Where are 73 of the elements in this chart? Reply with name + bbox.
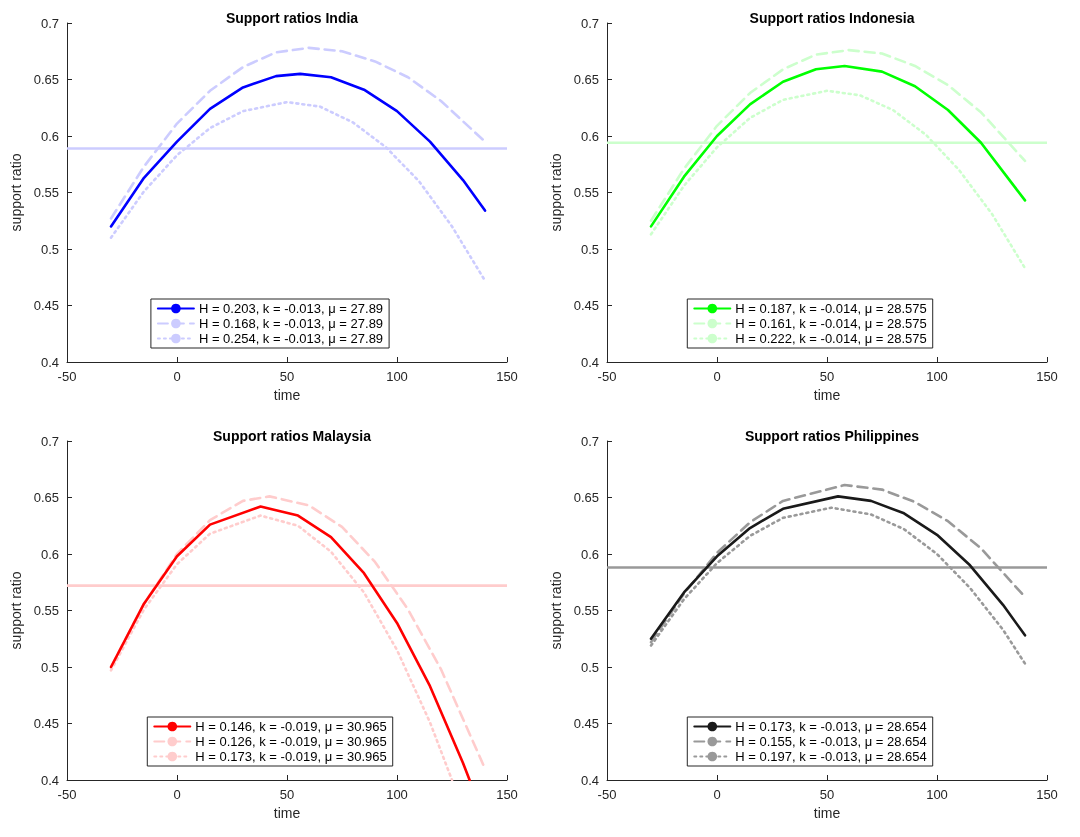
x-tick-label: -50 — [597, 369, 617, 384]
y-tick-label: 0.5 — [580, 241, 599, 257]
y-tick-label: 0.5 — [580, 659, 599, 675]
y-tick-label: 0.5 — [40, 241, 59, 257]
y-tick-label: 0.6 — [40, 546, 59, 562]
y-tick-label: 0.7 — [40, 433, 59, 449]
y-tick-label: 0.55 — [573, 185, 599, 200]
x-tick-label: 50 — [279, 369, 295, 384]
y-tick-label: 0.6 — [580, 128, 599, 144]
y-tick-label: 0.65 — [573, 490, 599, 505]
y-tick-label: 0.7 — [580, 433, 599, 449]
y-tick-label: 0.45 — [573, 298, 599, 313]
y-tick-label: 0.55 — [33, 603, 59, 618]
legend-label: H = 0.161, k = -0.014, μ = 28.575 — [735, 316, 927, 331]
y-tick-label: 0.4 — [580, 354, 599, 370]
x-tick-label: 0 — [713, 787, 721, 802]
x-tick-label: 50 — [819, 369, 835, 384]
legend-label: H = 0.197, k = -0.013, μ = 28.654 — [735, 749, 927, 764]
x-tick-label: 0 — [173, 369, 181, 384]
y-tick-label: 0.7 — [580, 15, 599, 31]
y-tick-label: 0.65 — [33, 72, 59, 87]
x-axis-title: time — [273, 804, 301, 821]
y-tick-label: 0.4 — [40, 354, 59, 370]
legend-label: H = 0.203, k = -0.013, μ = 27.89 — [198, 301, 384, 316]
x-tick-label: 0 — [173, 787, 181, 802]
legend-label: H = 0.155, k = -0.013, μ = 28.654 — [735, 734, 927, 749]
x-tick-label: 150 — [1036, 369, 1058, 384]
legend-label: H = 0.254, k = -0.013, μ = 27.89 — [198, 331, 384, 346]
y-tick-label: 0.6 — [40, 128, 59, 144]
y-tick-label: 0.45 — [33, 716, 59, 731]
y-axis-title: support ratio — [547, 153, 564, 232]
x-tick-label: 100 — [386, 787, 408, 802]
x-tick-label: 150 — [1036, 787, 1058, 802]
x-axis-title: time — [813, 804, 841, 821]
y-axis-title: support ratio — [547, 571, 564, 650]
x-tick-label: 0 — [713, 369, 721, 384]
x-axis-title: time — [273, 386, 301, 403]
y-tick-label: 0.55 — [573, 603, 599, 618]
x-tick-label: -50 — [57, 787, 77, 802]
x-axis-title: time — [813, 386, 841, 403]
chart-title: Support ratios Indonesia — [749, 10, 915, 26]
legend-label: H = 0.126, k = -0.019, μ = 30.965 — [195, 734, 387, 749]
y-tick-label: 0.65 — [573, 72, 599, 87]
x-tick-label: 50 — [279, 787, 295, 802]
legend-label: H = 0.173, k = -0.019, μ = 30.965 — [195, 749, 387, 764]
y-tick-label: 0.45 — [33, 298, 59, 313]
chart-title: Support ratios Malaysia — [213, 428, 372, 444]
x-tick-label: -50 — [597, 787, 617, 802]
chart-title: Support ratios India — [225, 10, 359, 26]
x-tick-label: 50 — [819, 787, 835, 802]
x-tick-label: 150 — [496, 369, 518, 384]
y-tick-label: 0.4 — [580, 772, 599, 788]
line-series — [109, 72, 487, 228]
y-tick-label: 0.55 — [33, 185, 59, 200]
chart-title: Support ratios Philippines — [744, 428, 920, 444]
y-axis-title: support ratio — [7, 153, 24, 232]
x-tick-label: 150 — [496, 787, 518, 802]
y-axis-title: support ratio — [7, 571, 24, 650]
x-tick-label: 100 — [926, 369, 948, 384]
y-tick-label: 0.7 — [40, 15, 59, 31]
legend-label: H = 0.222, k = -0.014, μ = 28.575 — [735, 331, 927, 346]
legend-label: H = 0.173, k = -0.013, μ = 28.654 — [735, 719, 927, 734]
y-tick-label: 0.65 — [33, 490, 59, 505]
legend-label: H = 0.146, k = -0.019, μ = 30.965 — [195, 719, 387, 734]
y-tick-label: 0.6 — [580, 546, 599, 562]
y-tick-label: 0.45 — [573, 716, 599, 731]
y-tick-label: 0.4 — [40, 772, 59, 788]
x-tick-label: 100 — [926, 787, 948, 802]
legend-label: H = 0.168, k = -0.013, μ = 27.89 — [198, 316, 384, 331]
legend-label: H = 0.187, k = -0.014, μ = 28.575 — [735, 301, 927, 316]
y-tick-label: 0.5 — [40, 659, 59, 675]
x-tick-label: 100 — [386, 369, 408, 384]
x-tick-label: -50 — [57, 369, 77, 384]
